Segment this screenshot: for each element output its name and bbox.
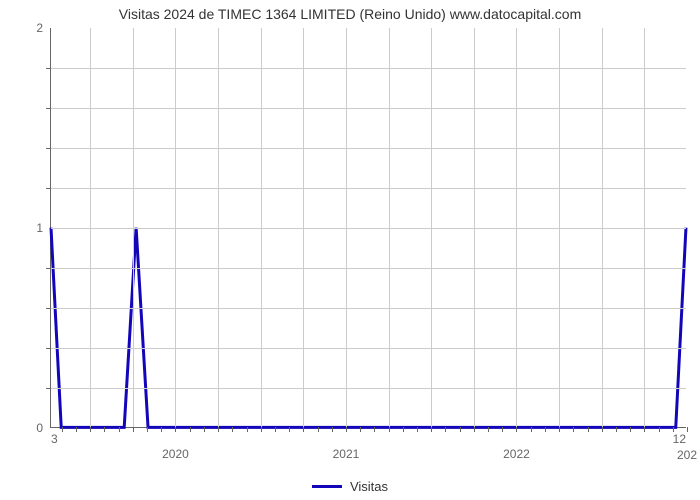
- y-tick-minor: [46, 148, 51, 149]
- x-tick-minor: [161, 427, 162, 432]
- chart-container: Visitas 2024 de TIMEC 1364 LIMITED (Rein…: [0, 0, 700, 500]
- x-tick-minor: [289, 427, 290, 432]
- legend-swatch: [312, 485, 342, 488]
- x-tick-minor: [460, 427, 461, 432]
- y-tick-minor: [46, 268, 51, 269]
- x-tick-minor: [573, 427, 574, 432]
- x-tick-minor: [559, 427, 560, 432]
- x-tick-minor: [374, 427, 375, 432]
- y-tick-label: 1: [36, 221, 43, 235]
- x-tick-minor: [417, 427, 418, 432]
- grid-horizontal: [51, 68, 686, 69]
- x-tick-minor: [90, 427, 91, 432]
- x-tick-minor: [616, 427, 617, 432]
- visitas-line: [51, 228, 686, 428]
- grid-horizontal: [51, 348, 686, 349]
- x-tick-minor: [303, 427, 304, 432]
- x-tick-minor: [332, 427, 333, 432]
- x-tick-minor: [275, 427, 276, 432]
- edge-label-right-x-cut: 202: [677, 448, 697, 462]
- x-tick-minor: [360, 427, 361, 432]
- x-tick-minor: [687, 427, 688, 432]
- x-tick-minor: [531, 427, 532, 432]
- plot-area: 012202020212022312202: [50, 28, 686, 428]
- grid-horizontal: [51, 148, 686, 149]
- x-tick-minor: [644, 427, 645, 432]
- legend-label: Visitas: [350, 479, 388, 494]
- x-tick-label: 2021: [333, 447, 360, 461]
- grid-horizontal: [51, 228, 686, 229]
- y-tick-minor: [46, 388, 51, 389]
- x-tick-minor: [62, 427, 63, 432]
- grid-horizontal: [51, 388, 686, 389]
- y-tick-minor: [46, 188, 51, 189]
- x-tick-minor: [247, 427, 248, 432]
- x-tick-minor: [232, 427, 233, 432]
- chart-title: Visitas 2024 de TIMEC 1364 LIMITED (Rein…: [119, 6, 581, 22]
- x-tick-minor: [147, 427, 148, 432]
- x-tick-minor: [76, 427, 77, 432]
- edge-label-left-bottom: 3: [51, 432, 58, 446]
- y-tick-minor: [46, 108, 51, 109]
- x-tick-minor: [133, 427, 134, 432]
- y-tick-minor: [46, 308, 51, 309]
- edge-label-right-bottom: 12: [673, 432, 686, 446]
- x-tick-minor: [119, 427, 120, 432]
- grid-horizontal: [51, 188, 686, 189]
- x-tick-minor: [104, 427, 105, 432]
- x-tick-label: 2022: [503, 447, 530, 461]
- x-tick-minor: [261, 427, 262, 432]
- x-tick-minor: [190, 427, 191, 432]
- x-tick-minor: [175, 427, 176, 432]
- x-tick-minor: [502, 427, 503, 432]
- x-tick-minor: [602, 427, 603, 432]
- x-tick-minor: [389, 427, 390, 432]
- x-tick-minor: [204, 427, 205, 432]
- x-tick-minor: [474, 427, 475, 432]
- y-tick-label: 0: [36, 421, 43, 435]
- x-tick-label: 2020: [162, 447, 189, 461]
- x-tick-minor: [630, 427, 631, 432]
- x-tick-minor: [218, 427, 219, 432]
- x-tick-minor: [445, 427, 446, 432]
- y-tick-minor: [46, 348, 51, 349]
- x-tick-minor: [403, 427, 404, 432]
- x-tick-minor: [659, 427, 660, 432]
- grid-horizontal: [51, 268, 686, 269]
- x-tick-minor: [318, 427, 319, 432]
- x-tick-minor: [588, 427, 589, 432]
- legend: Visitas: [312, 479, 388, 494]
- grid-horizontal: [51, 108, 686, 109]
- x-tick-minor: [488, 427, 489, 432]
- y-tick-label: 2: [36, 21, 43, 35]
- x-tick-minor: [431, 427, 432, 432]
- x-tick-minor: [545, 427, 546, 432]
- grid-horizontal: [51, 308, 686, 309]
- x-tick-minor: [346, 427, 347, 432]
- y-tick-minor: [46, 68, 51, 69]
- x-tick-minor: [516, 427, 517, 432]
